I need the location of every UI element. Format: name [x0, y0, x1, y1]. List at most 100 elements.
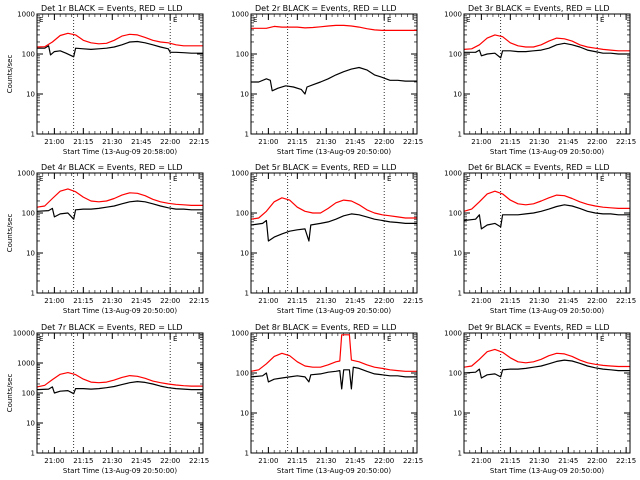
chart-title: Det 8r BLACK = Events, RED = LLD — [255, 323, 397, 332]
x-tick-label: 21:00 — [258, 138, 278, 146]
x-tick-label: 21:30 — [316, 457, 336, 465]
corner-mark-left: E — [466, 16, 470, 24]
corner-mark-right: E — [387, 16, 391, 24]
series-line-lld — [463, 34, 630, 52]
y-tick-label: 1 — [245, 450, 249, 458]
x-axis-label: Start Time (13-Aug-09 20:50:00) — [277, 148, 391, 156]
x-tick-label: 21:30 — [102, 297, 122, 305]
y-axis-label: Counts/sec — [6, 214, 14, 253]
x-tick-label: 22:15 — [616, 457, 636, 465]
plot-frame — [463, 332, 631, 454]
x-tick-label: 21:15 — [73, 457, 93, 465]
corner-mark-right: E — [173, 175, 177, 183]
x-tick-label: 21:00 — [44, 297, 64, 305]
x-tick-label: 21:30 — [529, 297, 549, 305]
y-tick-label: 1000 — [231, 170, 249, 178]
series-line-lld — [250, 197, 417, 220]
y-tick-label: 100 — [449, 210, 462, 218]
x-axis-label: Start Time (13-Aug-09 20:50:00) — [490, 467, 604, 475]
x-tick-label: 21:45 — [131, 138, 151, 146]
y-tick-label: 1 — [31, 131, 35, 139]
x-tick-label: 21:30 — [102, 457, 122, 465]
x-tick-label: 21:00 — [471, 297, 491, 305]
y-tick-label: 100 — [449, 370, 462, 378]
y-tick-label: 100 — [236, 210, 249, 218]
corner-mark-left: E — [466, 335, 470, 343]
x-tick-label: 21:00 — [44, 457, 64, 465]
chart-title: Det 7r BLACK = Events, RED = LLD — [41, 323, 183, 332]
series-line-events — [250, 213, 417, 242]
plot-frame — [36, 13, 204, 135]
x-axis-label: Start Time (13-Aug-09 20:50:00) — [277, 307, 391, 315]
y-axis-label: Counts/sec — [6, 374, 14, 413]
chart-panel-3: Det 3r BLACK = Events, RED = LLD 1 10 100 10… — [444, 4, 636, 156]
y-tick-label: 10 — [453, 250, 462, 258]
series-line-lld — [251, 24, 417, 31]
y-tick-label: 100 — [449, 51, 462, 59]
y-tick-label: 1000 — [17, 170, 35, 178]
chart-panel-5: Det 5r BLACK = Events, RED = LLD 1 10 100 10… — [231, 163, 423, 315]
y-tick-label: 10 — [26, 250, 35, 258]
x-tick-label: 21:00 — [44, 138, 64, 146]
chart-title: Det 4r BLACK = Events, RED = LLD — [41, 163, 183, 172]
x-tick-label: 21:15 — [500, 457, 520, 465]
x-axis-label: Start Time (13-Aug-09 20:50:00) — [63, 307, 177, 315]
x-tick-label: 21:15 — [73, 138, 93, 146]
x-tick-label: 22:00 — [160, 138, 180, 146]
x-tick-label: 22:00 — [374, 297, 394, 305]
x-tick-label: 21:45 — [558, 297, 578, 305]
series-line-lld — [463, 190, 630, 212]
chart-title: Det 2r BLACK = Events, RED = LLD — [255, 4, 397, 13]
x-tick-label: 22:15 — [189, 297, 209, 305]
y-axis-label: Counts/sec — [6, 55, 14, 94]
corner-mark-left: E — [39, 175, 43, 183]
x-axis-label: Start Time (13-Aug-09 20:50:00) — [63, 467, 177, 475]
series-line-lld — [250, 334, 417, 372]
series-line-events — [37, 40, 203, 58]
x-tick-label: 22:00 — [374, 457, 394, 465]
x-tick-label: 22:00 — [160, 457, 180, 465]
series-line-lld — [36, 188, 203, 208]
x-tick-label: 21:30 — [102, 138, 122, 146]
chart-title: Det 9r BLACK = Events, RED = LLD — [468, 323, 610, 332]
plot-frame — [36, 172, 204, 294]
chart-panel-9: Det 9r BLACK = Events, RED = LLD 1 10 100 10… — [444, 323, 636, 475]
x-tick-label: 22:15 — [403, 297, 423, 305]
x-tick-label: 21:15 — [500, 138, 520, 146]
x-tick-label: 22:15 — [189, 457, 209, 465]
x-axis-label: Start Time (13-Aug-09 20:58:00) — [63, 148, 177, 156]
y-tick-label: 1 — [245, 290, 249, 298]
x-tick-label: 21:45 — [345, 138, 365, 146]
chart-panel-4: Det 4r BLACK = Events, RED = LLD 1 10 100 10… — [6, 163, 209, 315]
corner-mark-left: E — [39, 335, 43, 343]
y-tick-label: 1000 — [17, 360, 35, 368]
x-tick-label: 22:00 — [587, 457, 607, 465]
y-tick-label: 1 — [458, 290, 462, 298]
chart-title: Det 3r BLACK = Events, RED = LLD — [468, 4, 610, 13]
x-tick-label: 21:15 — [287, 138, 307, 146]
y-tick-label: 1 — [31, 290, 35, 298]
series-line-lld — [36, 32, 203, 48]
x-tick-label: 22:00 — [160, 297, 180, 305]
x-tick-label: 21:30 — [316, 297, 336, 305]
x-tick-label: 21:00 — [258, 457, 278, 465]
y-tick-label: 10 — [26, 91, 35, 99]
y-tick-label: 100 — [22, 390, 35, 398]
chart-panel-6: Det 6r BLACK = Events, RED = LLD 1 10 100 10… — [444, 163, 636, 315]
x-tick-label: 22:15 — [403, 138, 423, 146]
series-line-events — [463, 359, 630, 379]
corner-mark-right: E — [173, 16, 177, 24]
x-tick-label: 21:00 — [471, 138, 491, 146]
corner-mark-left: E — [39, 16, 43, 24]
x-tick-label: 22:15 — [616, 138, 636, 146]
y-tick-label: 1000 — [231, 330, 249, 338]
series-line-events — [251, 66, 417, 95]
y-tick-label: 1 — [31, 450, 35, 458]
series-line-lld — [463, 348, 630, 368]
y-tick-label: 1000 — [231, 11, 249, 19]
corner-mark-left: E — [253, 175, 257, 183]
x-axis-label: Start Time (13-Aug-09 20:50:00) — [490, 148, 604, 156]
y-tick-label: 1000 — [444, 330, 462, 338]
